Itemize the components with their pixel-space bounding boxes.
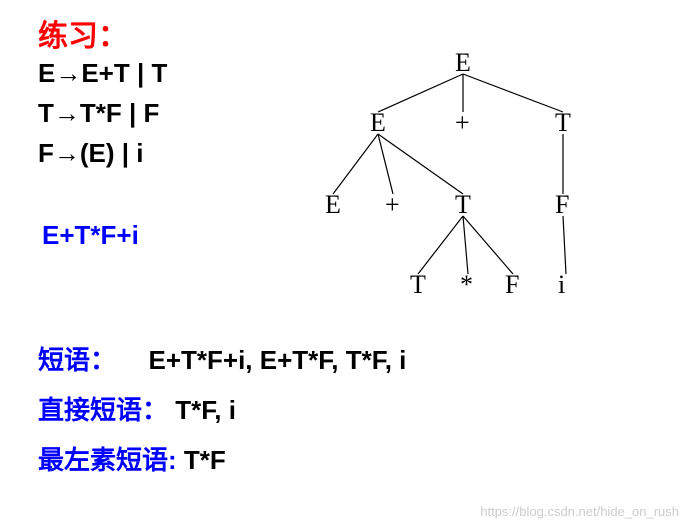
direct-phrases-value: T*F, i	[175, 395, 236, 425]
direct-phrases-label: 直接短语：	[38, 395, 168, 425]
tree-node-plus0: +	[455, 108, 470, 138]
watermark: https://blog.csdn.net/hide_on_rush	[480, 504, 679, 519]
grammar-rule-1: E→E+T | T	[38, 54, 167, 93]
phrases-value: E+T*F+i, E+T*F, T*F, i	[148, 345, 406, 375]
phrases-label: 短语：	[38, 345, 116, 375]
leftmost-phrase-label: 最左素短语:	[38, 445, 177, 475]
tree-node-T1: T	[455, 190, 471, 220]
tree-node-E1: E	[370, 108, 386, 138]
grammar-rule-3: F→(E) | i	[38, 134, 144, 173]
grammar-rule-2: T→T*F | F	[38, 94, 159, 133]
tree-node-E0: E	[455, 48, 471, 78]
leftmost-phrase-value: T*F	[184, 445, 226, 475]
tree-node-T0: T	[555, 108, 571, 138]
tree-node-E2: E	[325, 190, 341, 220]
tree-node-F0: F	[555, 190, 569, 220]
heading: 练习：	[38, 14, 128, 59]
tree-node-i: i	[558, 270, 565, 300]
tree-node-plus1: +	[385, 190, 400, 220]
tree-node-star: *	[460, 270, 473, 300]
tree-node-F1: F	[505, 270, 519, 300]
tree-node-T2: T	[410, 270, 426, 300]
expression: E+T*F+i	[42, 220, 139, 251]
